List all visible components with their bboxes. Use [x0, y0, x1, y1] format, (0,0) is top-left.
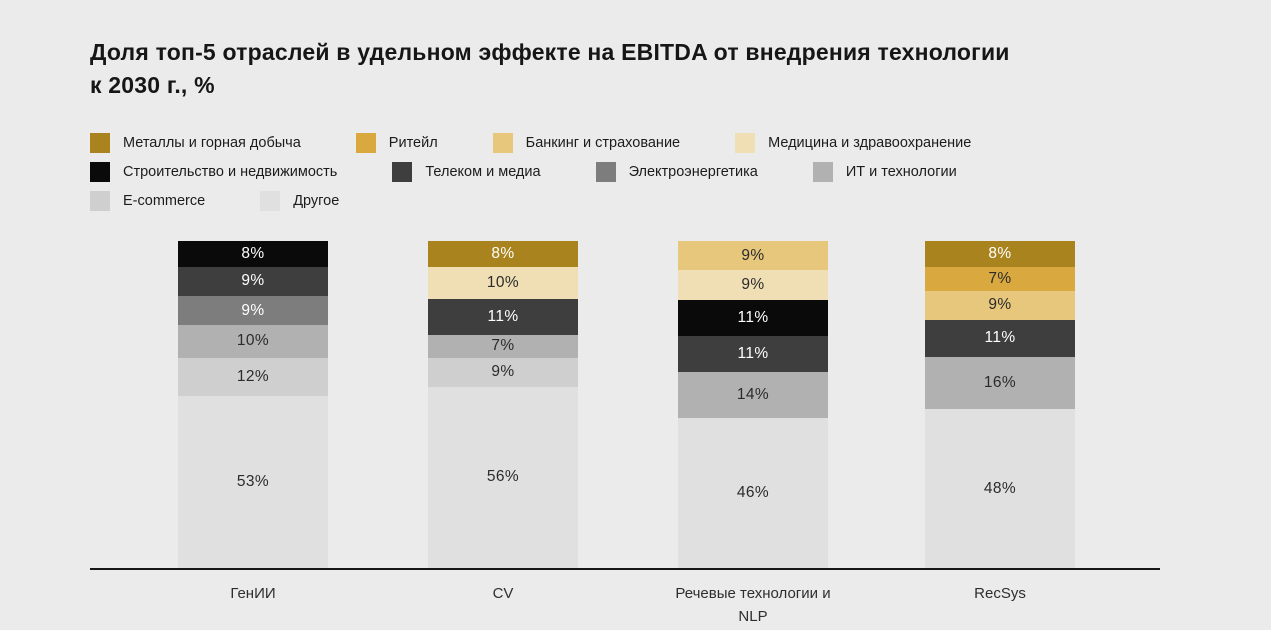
- legend-item: Строительство и недвижимость: [90, 162, 337, 182]
- legend-item-label: Медицина и здравоохранение: [768, 135, 972, 151]
- legend-item: Банкинг и страхование: [492, 133, 681, 153]
- legend-item-label: ИТ и технологии: [845, 164, 957, 180]
- bar-segment: 9%: [178, 266, 328, 297]
- bar-segment: 7%: [428, 334, 578, 358]
- segment-value-label: 11%: [737, 344, 769, 362]
- legend-swatch: [355, 133, 376, 153]
- x-axis-label: RecSys: [974, 585, 1026, 602]
- bar-segment: 46%: [678, 417, 828, 568]
- legend-swatch: [812, 162, 833, 182]
- segment-value-label: 48%: [983, 479, 1017, 497]
- x-axis-label: ГенИИ: [230, 585, 276, 602]
- chart-legend: Металлы и горная добыча Ритейл Банкинг и с…: [90, 133, 971, 211]
- segment-value-label: 46%: [736, 483, 770, 501]
- segment-value-label: 9%: [741, 246, 765, 264]
- legend-swatch: [90, 162, 110, 182]
- bar-3: 9% 9% 11% 11% 14% 46%: [678, 241, 828, 568]
- bar-segment: 12%: [178, 357, 328, 397]
- legend-item: Электроэнергетика: [595, 162, 758, 182]
- segment-value-label: 12%: [236, 367, 270, 385]
- x-axis-line: [90, 568, 1160, 570]
- legend-item-label: E-commerce: [123, 193, 206, 209]
- legend-swatch: [90, 191, 110, 211]
- x-axis-label: CV: [492, 585, 514, 602]
- legend-swatch: [492, 133, 513, 153]
- legend-swatch: [735, 133, 756, 153]
- legend-item: Медицина и здравоохранение: [735, 133, 971, 153]
- segment-value-label: 8%: [988, 245, 1012, 263]
- legend-item-label: Строительство и недвижимость: [123, 164, 338, 180]
- segment-value-label: 11%: [737, 308, 769, 326]
- segment-value-label: 53%: [236, 473, 270, 491]
- legend-row: E-commerce Другое: [90, 191, 971, 211]
- legend-item-label: Банкинг и страхование: [525, 135, 681, 151]
- segment-value-label: 56%: [486, 468, 520, 486]
- legend-row: Строительство и недвижимость Телеком и ме…: [90, 162, 971, 182]
- bar-segment: 11%: [428, 299, 578, 335]
- legend-item-label: Телеком и медиа: [425, 164, 541, 180]
- legend-item-label: Металлы и горная добыча: [123, 135, 301, 151]
- segment-value-label: 10%: [236, 332, 270, 350]
- legend-row: Металлы и горная добыча Ритейл Банкинг и с…: [90, 133, 971, 153]
- legend-item: ИТ и технологии: [812, 162, 957, 182]
- legend-swatch: [392, 162, 413, 182]
- legend-item: Другое: [260, 191, 339, 211]
- segment-value-label: 9%: [491, 363, 515, 381]
- bar-segment: 56%: [428, 386, 578, 568]
- legend-item: Телеком и медиа: [392, 162, 541, 182]
- bar-segment: 9%: [678, 241, 828, 271]
- segment-value-label: 10%: [486, 274, 520, 292]
- bar-segment: 16%: [925, 356, 1075, 410]
- bar-4: 8% 7% 9% 11% 16% 48%: [925, 241, 1075, 568]
- legend-item-label: Ритейл: [388, 135, 438, 151]
- bar-segment: 14%: [678, 371, 828, 418]
- bar-segment: 8%: [428, 241, 578, 267]
- bar-segment: 10%: [428, 266, 578, 300]
- chart-title: Доля топ-5 отраслей в удельном эффекте н…: [90, 39, 1010, 98]
- segment-value-label: 14%: [736, 385, 770, 403]
- bar-segment: 9%: [428, 357, 578, 387]
- segment-value-label: 9%: [988, 296, 1012, 314]
- bar-segment: 9%: [178, 296, 328, 326]
- bar-segment: 10%: [178, 325, 328, 358]
- legend-item: Ритейл: [355, 133, 438, 153]
- segment-value-label: 8%: [491, 244, 515, 262]
- legend-item: E-commerce: [90, 191, 205, 211]
- bar-1: 8% 9% 9% 10% 12% 53%: [178, 241, 328, 568]
- bar-2: 8% 10% 11% 7% 9% 56%: [428, 241, 578, 568]
- legend-item-label: Другое: [293, 193, 340, 209]
- bar-segment: 53%: [178, 396, 328, 568]
- segment-value-label: 11%: [984, 329, 1016, 347]
- segment-value-label: 16%: [983, 374, 1017, 391]
- bar-segment: 11%: [678, 335, 828, 372]
- segment-value-label: 9%: [241, 301, 265, 319]
- bar-segment: 9%: [925, 290, 1075, 321]
- legend-swatch: [90, 133, 110, 153]
- bar-segment: 8%: [925, 241, 1075, 268]
- bar-segment: 7%: [925, 267, 1075, 291]
- x-axis-label: Речевые технологии и NLP: [675, 585, 831, 626]
- legend-swatch: [595, 162, 616, 182]
- legend-swatch: [260, 191, 281, 211]
- segment-value-label: 11%: [487, 308, 519, 326]
- bar-segment: 11%: [925, 320, 1075, 357]
- segment-value-label: 7%: [491, 337, 515, 355]
- bar-segment: 11%: [678, 299, 828, 336]
- segment-value-label: 7%: [988, 269, 1012, 287]
- bar-segment: 48%: [925, 409, 1075, 568]
- segment-value-label: 9%: [241, 272, 265, 290]
- legend-item-label: Электроэнергетика: [628, 164, 758, 180]
- bar-segment: 8%: [178, 241, 328, 267]
- segment-value-label: 8%: [241, 244, 265, 262]
- legend-item: Металлы и горная добыча: [90, 133, 301, 153]
- bar-segment: 9%: [678, 270, 828, 300]
- segment-value-label: 9%: [741, 276, 765, 294]
